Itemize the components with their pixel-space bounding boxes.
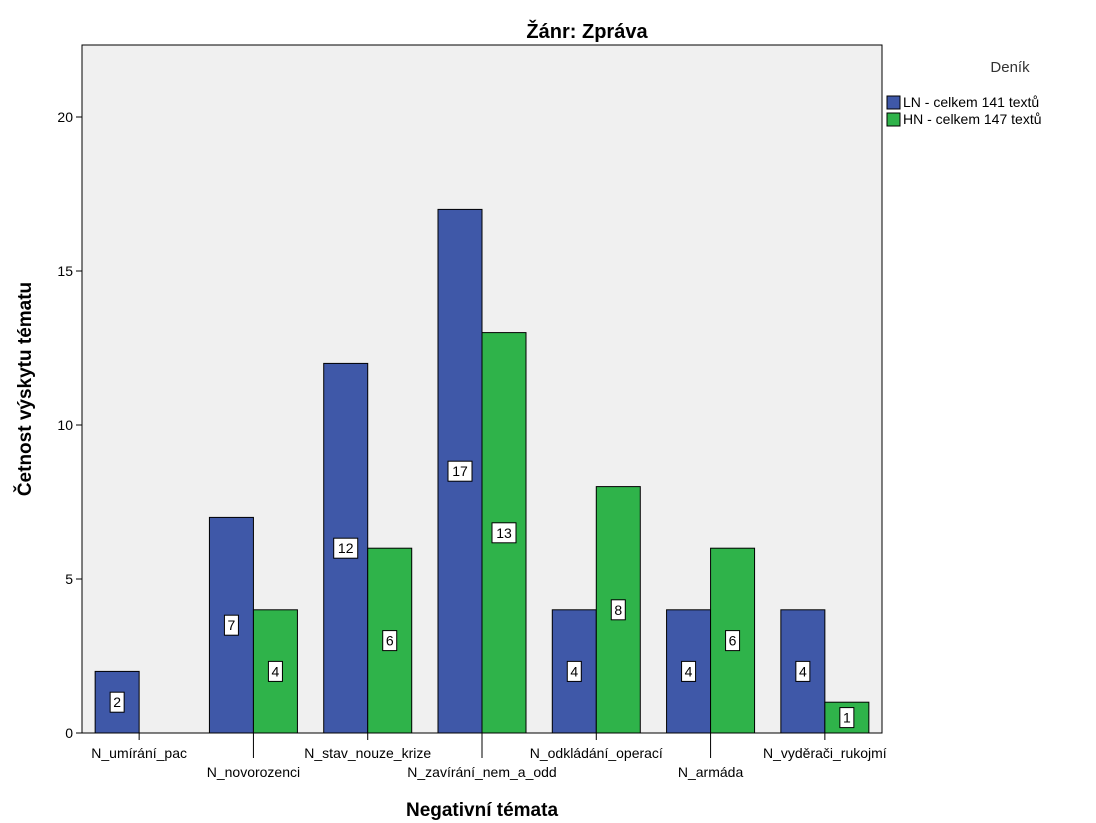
data-label: 12 xyxy=(338,540,354,556)
legend-label-ln: LN - celkem 141 textů xyxy=(903,94,1039,110)
data-label-box xyxy=(795,660,811,682)
x-category-label: N_odkládání_operací xyxy=(530,745,663,761)
data-label-box xyxy=(447,460,473,482)
data-label: 4 xyxy=(570,663,578,679)
data-label: 4 xyxy=(799,663,807,679)
bars: 2 7 4 12 6 17 13 4 8 4 6 4 1 xyxy=(94,208,870,734)
data-label-box xyxy=(725,630,741,652)
data-label: 6 xyxy=(386,633,394,649)
data-label: 13 xyxy=(496,525,512,541)
data-label: 17 xyxy=(452,463,468,479)
x-category-label: N_novorozenci xyxy=(207,764,300,780)
data-label-box xyxy=(382,630,398,652)
x-category-label: N_umírání_pac xyxy=(91,745,187,761)
chart-title: Žánr: Zpráva xyxy=(526,19,648,43)
data-label: 4 xyxy=(685,663,693,679)
y-tick-label: 0 xyxy=(65,725,73,741)
data-label: 7 xyxy=(228,617,236,633)
x-category-label: N_vyděrači_rukojmí xyxy=(763,745,887,761)
x-category-label: N_zavírání_nem_a_odd xyxy=(407,764,556,780)
data-label-box xyxy=(109,691,125,713)
x-category-label: N_armáda xyxy=(678,764,744,780)
y-axis: 0 5 10 15 20 xyxy=(57,109,82,741)
data-label-box xyxy=(681,660,697,682)
data-label: 8 xyxy=(614,602,622,618)
data-label-box xyxy=(566,660,582,682)
data-label-box xyxy=(223,614,239,636)
data-label: 1 xyxy=(843,710,851,726)
legend-title: Deník xyxy=(990,59,1030,76)
data-label-box xyxy=(610,599,626,621)
legend: Deník LN - celkem 141 textů HN - celkem … xyxy=(886,59,1042,127)
y-tick-label: 15 xyxy=(57,263,73,279)
legend-label-hn: HN - celkem 147 textů xyxy=(903,111,1042,127)
data-label-box xyxy=(267,660,283,682)
y-axis-title: Četnost výskytu tématu xyxy=(14,282,36,496)
data-label-box xyxy=(491,522,517,544)
y-tick-label: 5 xyxy=(65,571,73,587)
x-axis-title: Negativní témata xyxy=(406,800,558,821)
data-label: 2 xyxy=(113,694,121,710)
x-axis: N_umírání_pac N_novorozenciN_stav_nouze_k… xyxy=(91,733,887,780)
y-tick-label: 20 xyxy=(57,109,73,125)
data-label: 4 xyxy=(272,663,280,679)
legend-swatch-ln xyxy=(886,95,901,110)
data-label-box xyxy=(839,707,855,729)
y-tick-label: 10 xyxy=(57,417,73,433)
x-category-label: N_stav_nouze_krize xyxy=(304,745,431,761)
data-label-box xyxy=(333,537,359,559)
legend-swatch-hn xyxy=(886,112,901,127)
data-label: 6 xyxy=(729,633,737,649)
